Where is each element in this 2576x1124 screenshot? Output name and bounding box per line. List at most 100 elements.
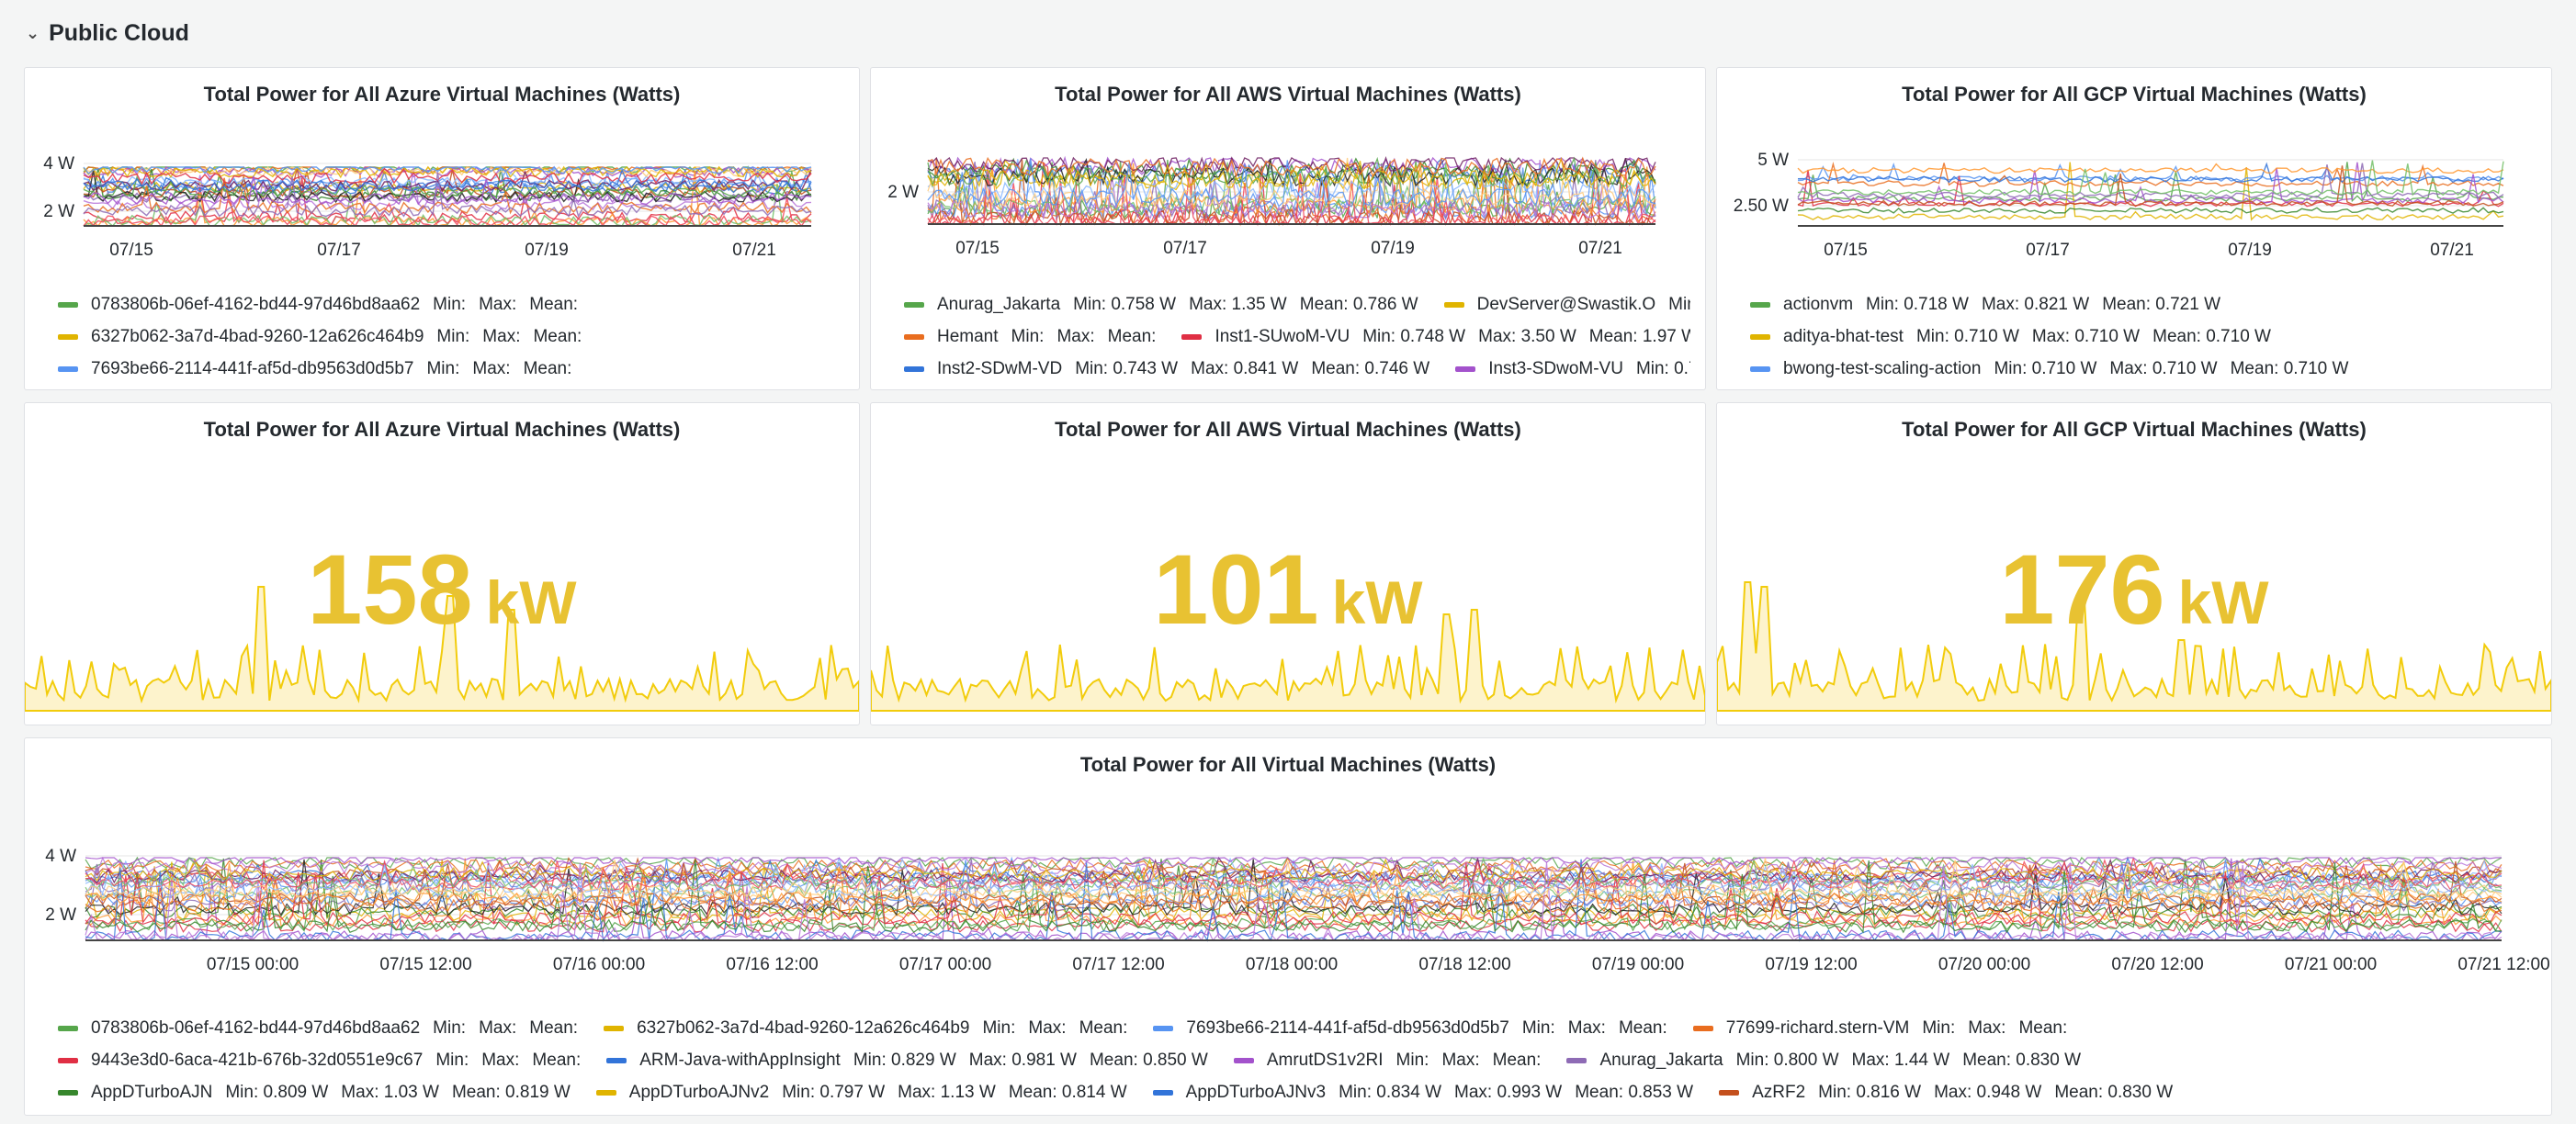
legend-max: Max: [472, 359, 511, 378]
panel-title[interactable]: Total Power for All Virtual Machines (Wa… [1079, 753, 1497, 776]
all-vms-power-chart[interactable]: 4 W 2 W 07/15 00:00 07/15 12:00 07/16 00:00 0… [25, 821, 2551, 1005]
legend-mean: Mean: 0.853 W [1575, 1083, 1694, 1102]
x-tick-label: 07/19 [1371, 239, 1415, 258]
legend-swatch [1153, 1025, 1174, 1031]
series-line [83, 165, 812, 179]
row-title: Public Cloud [49, 19, 189, 46]
legend-item[interactable]: actionvm Min: 0.718 W Max: 0.821 W Mean: 0.… [1750, 288, 2220, 320]
series-line [85, 859, 2503, 922]
legend-min: Min: 0.718 W [1866, 295, 1969, 314]
legend-item[interactable]: Inst3-SDwoM-VU Min: 0.7 [1455, 353, 1690, 382]
legend-item[interactable]: 7693be66-2114-441f-af5d-db9563d0d5b7 Min:… [58, 353, 571, 382]
legend-swatch [1181, 333, 1203, 340]
legend-item[interactable]: 7693be66-2114-441f-af5d-db9563d0d5b7 Min:… [1153, 1012, 1667, 1044]
legend-item[interactable]: AppDTurboAJN Min: 0.809 W Max: 1.03 W Mean:… [58, 1076, 571, 1108]
series-line [1797, 162, 2504, 221]
legend-mean: Mean: 0.850 W [1089, 1051, 1208, 1070]
legend-series-name: Inst1-SUwoM-VU [1215, 327, 1350, 346]
legend-item[interactable]: 9443e3d0-6aca-421b-676b-32d0551e9c67 Min:… [58, 1044, 581, 1076]
legend-item[interactable]: 6327b062-3a7d-4bad-9260-12a626c464b9 Min:… [58, 320, 582, 353]
panel-title[interactable]: Total Power for All Azure Virtual Machin… [203, 83, 681, 106]
legend-mean: Mean: [2018, 1018, 2068, 1038]
series-line [85, 857, 2502, 865]
legend-max: Max: 0.948 W [1934, 1083, 2042, 1102]
legend-series-name: 77699-richard.stern-VM [1725, 1018, 1910, 1038]
stat-value: 158 kW [25, 532, 859, 646]
x-tick-label: 07/16 00:00 [553, 955, 645, 974]
x-tick-label: 07/16 12:00 [726, 955, 818, 974]
panel-title[interactable]: Total Power for All AWS Virtual Machines… [1055, 83, 1521, 106]
sparkline-area [25, 586, 859, 712]
series-line [927, 158, 1656, 208]
panel-title[interactable]: Total Power for All Azure Virtual Machin… [203, 418, 681, 441]
chevron-down-icon[interactable]: ⌄ [26, 23, 40, 42]
legend-item[interactable]: AzRF2 Min: 0.816 W Max: 0.948 W Mean: 0.830… [1719, 1076, 2173, 1108]
series-line [85, 859, 2503, 934]
legend-row: Inst2-SDwM-VD Min: 0.743 W Max: 0.841 W Mea… [904, 353, 1690, 382]
row-header-public-cloud[interactable]: ⌄ Public Cloud [26, 17, 189, 50]
aws-power-chart[interactable]: 2 W 07/15 07/17 07/19 07/21 [871, 151, 1705, 364]
series-line [83, 166, 812, 174]
legend-item[interactable]: 77699-richard.stern-VM Min: Max: Mean: [1692, 1012, 2068, 1044]
y-tick-label: 2 W [45, 905, 76, 925]
gcp-power-chart[interactable]: 5 W 2.50 W 07/15 07/17 07/19 07/21 [1717, 151, 2551, 364]
legend-item[interactable]: DevServer@Swastik.O Min: [1443, 288, 1690, 320]
legend-max: Max: 0.710 W [2109, 359, 2218, 378]
x-tick-label: 07/15 [955, 239, 1000, 258]
legend-mean: Mean: [529, 295, 579, 314]
y-tick-label: 4 W [45, 847, 76, 866]
legend-all: 0783806b-06ef-4162-bd44-97d46bd8aa62 Min:… [58, 1012, 2536, 1111]
series-line [83, 170, 812, 199]
series-line [83, 165, 812, 188]
legend-min: Min: 0.829 W [853, 1051, 956, 1070]
legend-item[interactable]: Anurag_Jakarta Min: 0.758 W Max: 1.35 W Mea… [904, 288, 1418, 320]
series-line [1797, 161, 2504, 187]
legend-mean: Mean: 0.746 W [1311, 359, 1430, 378]
legend-item[interactable]: AppDTurboAJNv2 Min: 0.797 W Max: 1.13 W Mea… [595, 1076, 1127, 1108]
legend-min: Min: [433, 1018, 467, 1038]
legend-mean: Mean: 0.710 W [2230, 359, 2349, 378]
panel-title[interactable]: Total Power for All GCP Virtual Machines… [1902, 83, 2367, 106]
legend-item[interactable]: Inst1-SUwoM-VU Min: 0.748 W Max: 3.50 W Mea… [1181, 320, 1690, 353]
legend-item[interactable]: bwong-test-scaling-action Min: 0.710 W Max… [1750, 353, 2348, 382]
y-tick-label: 2 W [43, 202, 74, 221]
legend-max: Max: [1056, 327, 1095, 346]
legend-min: Min: 0.710 W [1915, 327, 2019, 346]
legend-item[interactable]: Inst2-SDwM-VD Min: 0.743 W Max: 0.841 W Mea… [904, 353, 1429, 382]
legend-row: 7693be66-2114-441f-af5d-db9563d0d5b7 Min:… [58, 353, 844, 382]
legend-item[interactable]: 6327b062-3a7d-4bad-9260-12a626c464b9 Min:… [604, 1012, 1127, 1044]
legend-min: Min: [435, 1051, 469, 1070]
legend-min: Min: 0.800 W [1735, 1051, 1839, 1070]
series-line [927, 156, 1656, 178]
legend-item[interactable]: aditya-bhat-test Min: 0.710 W Max: 0.710 W… [1750, 320, 2271, 353]
legend-swatch [1692, 1025, 1713, 1031]
legend-item[interactable]: 0783806b-06ef-4162-bd44-97d46bd8aa62 Min:… [58, 1012, 578, 1044]
legend-max: Max: [1028, 1018, 1067, 1038]
x-tick-label: 07/20 12:00 [2111, 955, 2203, 974]
legend-swatch [1152, 1089, 1173, 1096]
legend-item[interactable]: AppDTurboAJNv3 Min: 0.834 W Max: 0.993 W Me… [1152, 1076, 1694, 1108]
panel-title[interactable]: Total Power for All GCP Virtual Machines… [1902, 418, 2367, 441]
series-line [83, 167, 812, 185]
legend-item[interactable]: ARM-Java-withAppInsight Min: 0.829 W Max: … [606, 1044, 1208, 1076]
legend-max: Max: [482, 327, 521, 346]
x-tick-label: 07/17 12:00 [1072, 955, 1164, 974]
series-line [1797, 160, 2504, 197]
legend-min: Min: [1668, 295, 1690, 314]
y-tick-label: 5 W [1757, 151, 1789, 170]
legend-item[interactable]: 0783806b-06ef-4162-bd44-97d46bd8aa62 Min:… [58, 288, 578, 320]
series-group [83, 164, 812, 228]
series-line [83, 172, 812, 219]
legend-item[interactable]: Anurag_Jakarta Min: 0.800 W Max: 1.44 W Mea… [1566, 1044, 2081, 1076]
azure-power-chart[interactable]: 4 W 2 W 07/15 07/17 07/19 07/21 [25, 151, 859, 364]
series-group [1797, 160, 2504, 221]
legend-item[interactable]: AmrutDS1v2RI Min: Max: Mean: [1233, 1044, 1541, 1076]
x-tick-label: 07/15 [109, 241, 153, 260]
legend-item[interactable]: Hemant Min: Max: Mean: [904, 320, 1156, 353]
legend-max: Max: 0.710 W [2031, 327, 2141, 346]
legend-swatch [58, 1057, 78, 1063]
legend-series-name: ARM-Java-withAppInsight [639, 1051, 841, 1070]
panel-title[interactable]: Total Power for All AWS Virtual Machines… [1055, 418, 1521, 441]
legend-max: Max: [479, 295, 517, 314]
legend-mean: Mean: 0.830 W [1962, 1051, 2082, 1070]
